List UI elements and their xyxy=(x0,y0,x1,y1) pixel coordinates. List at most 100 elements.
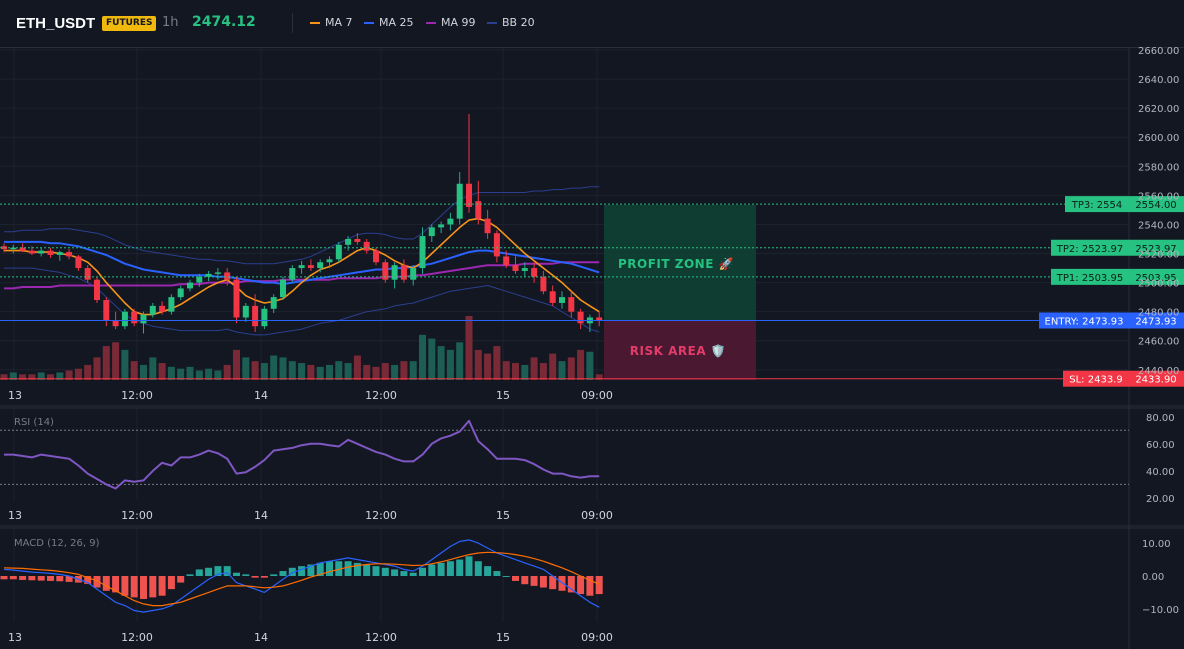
volume-bar xyxy=(112,342,120,380)
axes: 2440.00 2460.00 2480.00 2500.00 2520.00 2540.… xyxy=(8,46,1179,644)
macd-histogram-bar xyxy=(372,566,380,576)
price-tick-label: 2520.00 xyxy=(1138,250,1179,261)
price-tick-label: 2500.00 xyxy=(1138,279,1179,290)
candlesticks xyxy=(1,113,603,334)
legend-ma25[interactable]: MA 25 xyxy=(364,16,414,29)
macd-histogram-bar xyxy=(502,576,510,577)
volume-bar xyxy=(279,357,287,380)
candle-body xyxy=(438,224,445,228)
volume-bar xyxy=(65,370,73,380)
price-tick-label: 2660.00 xyxy=(1138,46,1179,57)
time-tick-label: 12:00 xyxy=(365,631,397,644)
time-tick-label: 13 xyxy=(8,389,22,402)
candle-body xyxy=(47,250,54,255)
candle-body xyxy=(261,308,268,327)
macd-histogram-bar xyxy=(586,576,594,596)
ma99-line xyxy=(4,261,600,290)
price-tick-label: 2560.00 xyxy=(1138,191,1179,202)
time-tick-label: 14 xyxy=(254,389,268,402)
volume-bar xyxy=(437,346,445,380)
level-tag-label: TP2: 2523.97 xyxy=(1056,244,1123,255)
candle-body xyxy=(75,256,82,269)
volume-bar xyxy=(502,361,510,380)
macd-histogram-bar xyxy=(437,562,445,576)
candle-body xyxy=(410,268,417,280)
legend-ma25-label: MA 25 xyxy=(379,16,414,29)
candle-body xyxy=(447,218,454,225)
level-axis-label: 2554.00 xyxy=(1135,200,1176,211)
volume-bar xyxy=(344,363,352,380)
volume-bar xyxy=(446,349,454,380)
candle-body xyxy=(94,279,100,301)
candle-body xyxy=(521,268,528,271)
candle-body xyxy=(484,218,491,234)
ma7-line xyxy=(4,217,600,316)
volume-bar xyxy=(400,361,408,380)
candle-body xyxy=(224,272,231,280)
candle-body xyxy=(307,265,314,269)
macd-histogram-bar xyxy=(567,576,575,593)
candle-body xyxy=(391,265,398,280)
legend-ma7-label: MA 7 xyxy=(325,16,353,29)
volume-bar xyxy=(186,366,194,380)
time-tick-label: 12:00 xyxy=(121,631,153,644)
legend-bb20-label: BB 20 xyxy=(502,16,535,29)
macd-histogram-bar xyxy=(465,556,473,576)
macd-histogram-bar xyxy=(47,576,54,581)
volume-bar xyxy=(456,342,464,380)
volume-bar xyxy=(195,370,203,380)
candle-body xyxy=(84,268,91,280)
legend-ma99[interactable]: MA 99 xyxy=(426,16,476,29)
macd-histogram-bar xyxy=(28,576,36,581)
volume-bar xyxy=(149,357,157,380)
level-axis-label: 2523.97 xyxy=(1135,244,1176,255)
ma25-line xyxy=(4,240,600,286)
level-tag-tp1 xyxy=(1051,268,1129,285)
volume-bar xyxy=(316,366,324,380)
volume-bar xyxy=(326,364,333,380)
bb-lower-line xyxy=(4,267,600,336)
macd-histogram-bar xyxy=(307,564,315,576)
rsi-tick-label: 80.00 xyxy=(1146,413,1175,424)
candle-body xyxy=(140,314,147,324)
legend-ma7[interactable]: MA 7 xyxy=(310,16,353,29)
volume-bar xyxy=(363,364,371,380)
volume-bar xyxy=(214,370,222,380)
candle-body xyxy=(159,305,166,312)
volume-bar xyxy=(521,364,529,380)
macd-panel: 10.00 0.00 −10.00 xyxy=(0,539,1179,616)
volume-bar xyxy=(19,374,27,380)
volume-bar xyxy=(353,355,361,380)
grid-lines xyxy=(0,48,1129,622)
level-axis-tag-tp1 xyxy=(1129,268,1184,285)
macd-histogram-bar xyxy=(102,576,110,591)
candle-body xyxy=(28,250,35,254)
rsi-tick-label: 20.00 xyxy=(1146,494,1175,505)
symbol-name[interactable]: ETH_USDT xyxy=(16,15,96,32)
price-tick-label: 2640.00 xyxy=(1138,75,1179,86)
time-tick-label: 15 xyxy=(496,509,510,522)
timeframe-selector[interactable]: 1h xyxy=(162,15,179,30)
macd-histogram-bar xyxy=(242,574,250,576)
legend-bb20[interactable]: BB 20 xyxy=(487,16,535,29)
volume-bar xyxy=(493,346,501,380)
volume-bar xyxy=(223,364,231,380)
price-tick-label: 2620.00 xyxy=(1138,104,1179,115)
candle-body xyxy=(242,305,249,318)
macd-histogram-bar xyxy=(595,576,603,595)
level-tag-sl xyxy=(1063,370,1129,387)
level-tag-tp2 xyxy=(1051,239,1129,256)
candle-body xyxy=(103,300,110,321)
candle-body xyxy=(298,265,305,269)
volume-bar xyxy=(595,374,603,380)
volume-bar xyxy=(409,361,417,380)
macd-tick-label: 10.00 xyxy=(1142,539,1171,550)
time-tick-label: 12:00 xyxy=(121,389,153,402)
macd-histogram-bar xyxy=(363,564,371,576)
rsi-tick-label: 60.00 xyxy=(1146,440,1175,451)
candle-body xyxy=(233,279,240,318)
volume-bar xyxy=(307,364,315,380)
ma99-swatch-icon xyxy=(426,21,436,24)
volume-bar xyxy=(233,349,240,380)
